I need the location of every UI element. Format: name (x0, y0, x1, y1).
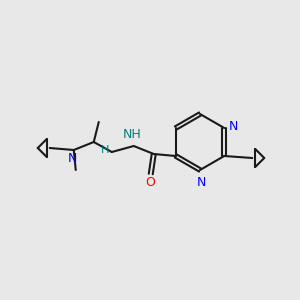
Text: N: N (229, 121, 239, 134)
Text: N: N (68, 152, 77, 165)
Text: H: H (101, 145, 109, 155)
Text: O: O (145, 176, 155, 188)
Text: NH: NH (122, 128, 141, 141)
Text: N: N (196, 176, 206, 189)
